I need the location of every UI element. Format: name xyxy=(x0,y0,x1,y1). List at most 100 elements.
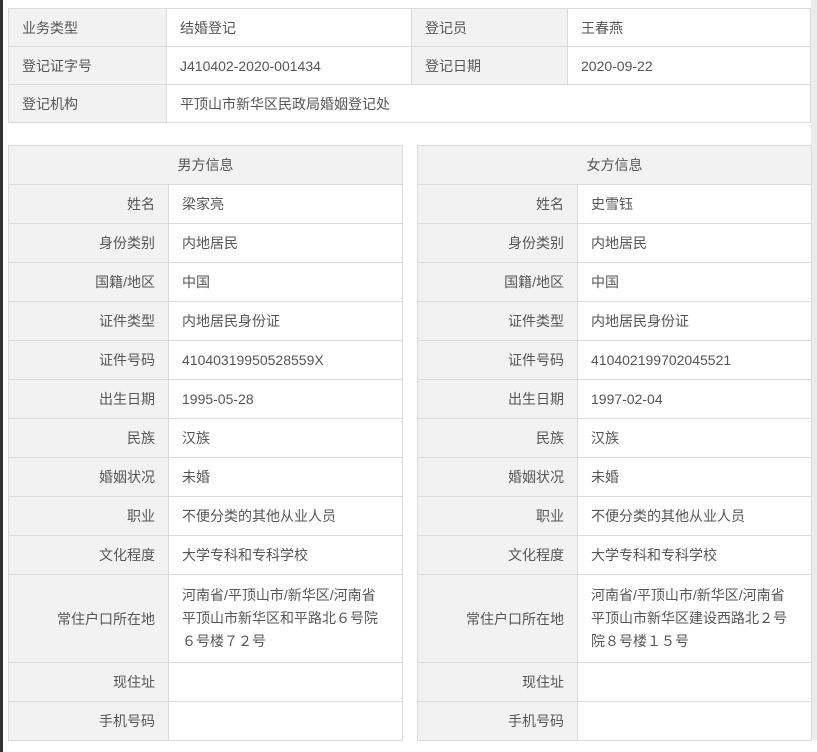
window-edge-strip xyxy=(0,0,3,752)
field-value: 大学专科和专科学校 xyxy=(577,535,812,575)
field-label: 出生日期 xyxy=(417,379,578,419)
registration-summary-table: 业务类型 结婚登记 登记员 王春燕 登记证字号 J410402-2020-001… xyxy=(8,8,811,123)
table-row: 职业 不便分类的其他从业人员 xyxy=(8,496,403,536)
person-info-section: 男方信息 姓名 梁家亮 身份类别 内地居民 国籍/地区 中国 证件类型 内地居民… xyxy=(8,145,812,741)
field-label: 手机号码 xyxy=(8,701,169,741)
table-row: 身份类别 内地居民 xyxy=(417,223,812,263)
table-row: 民族 汉族 xyxy=(8,418,403,458)
field-value: 中国 xyxy=(577,262,812,302)
table-row: 民族 汉族 xyxy=(417,418,812,458)
field-value xyxy=(168,662,403,702)
table-row: 常住户口所在地 河南省/平顶山市/新华区/河南省平顶山市新华区和平路北６号院６号… xyxy=(8,574,403,663)
table-row: 业务类型 结婚登记 登记员 王春燕 xyxy=(8,8,811,47)
field-value: 1995-05-28 xyxy=(168,379,403,419)
field-label: 手机号码 xyxy=(417,701,578,741)
field-label: 婚姻状况 xyxy=(8,457,169,497)
field-label: 民族 xyxy=(417,418,578,458)
field-label: 姓名 xyxy=(8,184,169,224)
table-row: 手机号码 xyxy=(417,701,812,741)
field-value: 结婚登记 xyxy=(166,8,412,47)
field-value: 未婚 xyxy=(168,457,403,497)
table-row: 证件号码 41040319950528559X xyxy=(8,340,403,380)
field-label: 职业 xyxy=(417,496,578,536)
field-value: 汉族 xyxy=(168,418,403,458)
table-row: 现住址 xyxy=(417,662,812,702)
marriage-registration-record: 业务类型 结婚登记 登记员 王春燕 登记证字号 J410402-2020-001… xyxy=(8,8,812,741)
table-row: 证件类型 内地居民身份证 xyxy=(417,301,812,341)
field-value: 2020-09-22 xyxy=(567,46,811,85)
table-row: 文化程度 大学专科和专科学校 xyxy=(417,535,812,575)
field-value: 内地居民身份证 xyxy=(168,301,403,341)
field-label: 常住户口所在地 xyxy=(417,574,578,663)
field-label: 登记员 xyxy=(411,8,568,47)
field-label: 证件类型 xyxy=(417,301,578,341)
table-row: 职业 不便分类的其他从业人员 xyxy=(417,496,812,536)
right-page-gutter xyxy=(811,0,817,740)
field-value: J410402-2020-001434 xyxy=(166,46,412,85)
field-value: 未婚 xyxy=(577,457,812,497)
field-value: 41040319950528559X xyxy=(168,340,403,380)
table-row: 常住户口所在地 河南省/平顶山市/新华区/河南省平顶山市新华区建设西路北２号院８… xyxy=(417,574,812,663)
table-row: 现住址 xyxy=(8,662,403,702)
field-label: 常住户口所在地 xyxy=(8,574,169,663)
field-label: 业务类型 xyxy=(8,8,167,47)
field-label: 证件号码 xyxy=(417,340,578,380)
field-label: 民族 xyxy=(8,418,169,458)
field-value: 河南省/平顶山市/新华区/河南省平顶山市新华区和平路北６号院６号楼７２号 xyxy=(168,574,403,663)
field-value xyxy=(577,662,812,702)
field-value: 梁家亮 xyxy=(168,184,403,224)
table-header-row: 男方信息 xyxy=(8,145,403,185)
table-row: 国籍/地区 中国 xyxy=(417,262,812,302)
table-row: 国籍/地区 中国 xyxy=(8,262,403,302)
table-title: 女方信息 xyxy=(417,145,812,185)
field-label: 国籍/地区 xyxy=(8,262,169,302)
field-value: 河南省/平顶山市/新华区/河南省平顶山市新华区建设西路北２号院８号楼１５号 xyxy=(577,574,812,663)
table-row: 证件类型 内地居民身份证 xyxy=(8,301,403,341)
field-value: 不便分类的其他从业人员 xyxy=(168,496,403,536)
table-row: 证件号码 410402199702045521 xyxy=(417,340,812,380)
table-row: 出生日期 1997-02-04 xyxy=(417,379,812,419)
field-label: 出生日期 xyxy=(8,379,169,419)
field-value: 中国 xyxy=(168,262,403,302)
table-row: 登记机构 平顶山市新华区民政局婚姻登记处 xyxy=(8,84,811,123)
field-label: 登记机构 xyxy=(8,84,167,123)
field-label: 身份类别 xyxy=(417,223,578,263)
table-row: 姓名 梁家亮 xyxy=(8,184,403,224)
table-row: 婚姻状况 未婚 xyxy=(417,457,812,497)
field-label: 姓名 xyxy=(417,184,578,224)
table-row: 手机号码 xyxy=(8,701,403,741)
field-value: 汉族 xyxy=(577,418,812,458)
table-row: 身份类别 内地居民 xyxy=(8,223,403,263)
field-label: 现住址 xyxy=(417,662,578,702)
table-row: 姓名 史雪钰 xyxy=(417,184,812,224)
field-label: 职业 xyxy=(8,496,169,536)
field-label: 登记日期 xyxy=(411,46,568,85)
field-label: 身份类别 xyxy=(8,223,169,263)
male-info-table: 男方信息 姓名 梁家亮 身份类别 内地居民 国籍/地区 中国 证件类型 内地居民… xyxy=(8,145,403,741)
field-label: 国籍/地区 xyxy=(417,262,578,302)
field-label: 婚姻状况 xyxy=(417,457,578,497)
field-value xyxy=(577,701,812,741)
field-value: 410402199702045521 xyxy=(577,340,812,380)
field-label: 现住址 xyxy=(8,662,169,702)
field-label: 文化程度 xyxy=(417,535,578,575)
table-row: 婚姻状况 未婚 xyxy=(8,457,403,497)
field-value: 内地居民 xyxy=(577,223,812,263)
field-value: 1997-02-04 xyxy=(577,379,812,419)
field-label: 证件类型 xyxy=(8,301,169,341)
field-value: 内地居民 xyxy=(168,223,403,263)
field-value: 不便分类的其他从业人员 xyxy=(577,496,812,536)
field-label: 证件号码 xyxy=(8,340,169,380)
field-value: 史雪钰 xyxy=(577,184,812,224)
female-info-table: 女方信息 姓名 史雪钰 身份类别 内地居民 国籍/地区 中国 证件类型 内地居民… xyxy=(417,145,812,741)
table-row: 出生日期 1995-05-28 xyxy=(8,379,403,419)
field-value xyxy=(168,701,403,741)
field-value: 王春燕 xyxy=(567,8,811,47)
field-value: 平顶山市新华区民政局婚姻登记处 xyxy=(166,84,811,123)
table-title: 男方信息 xyxy=(8,145,403,185)
field-value: 大学专科和专科学校 xyxy=(168,535,403,575)
field-label: 文化程度 xyxy=(8,535,169,575)
table-row: 文化程度 大学专科和专科学校 xyxy=(8,535,403,575)
table-row: 登记证字号 J410402-2020-001434 登记日期 2020-09-2… xyxy=(8,46,811,85)
table-header-row: 女方信息 xyxy=(417,145,812,185)
